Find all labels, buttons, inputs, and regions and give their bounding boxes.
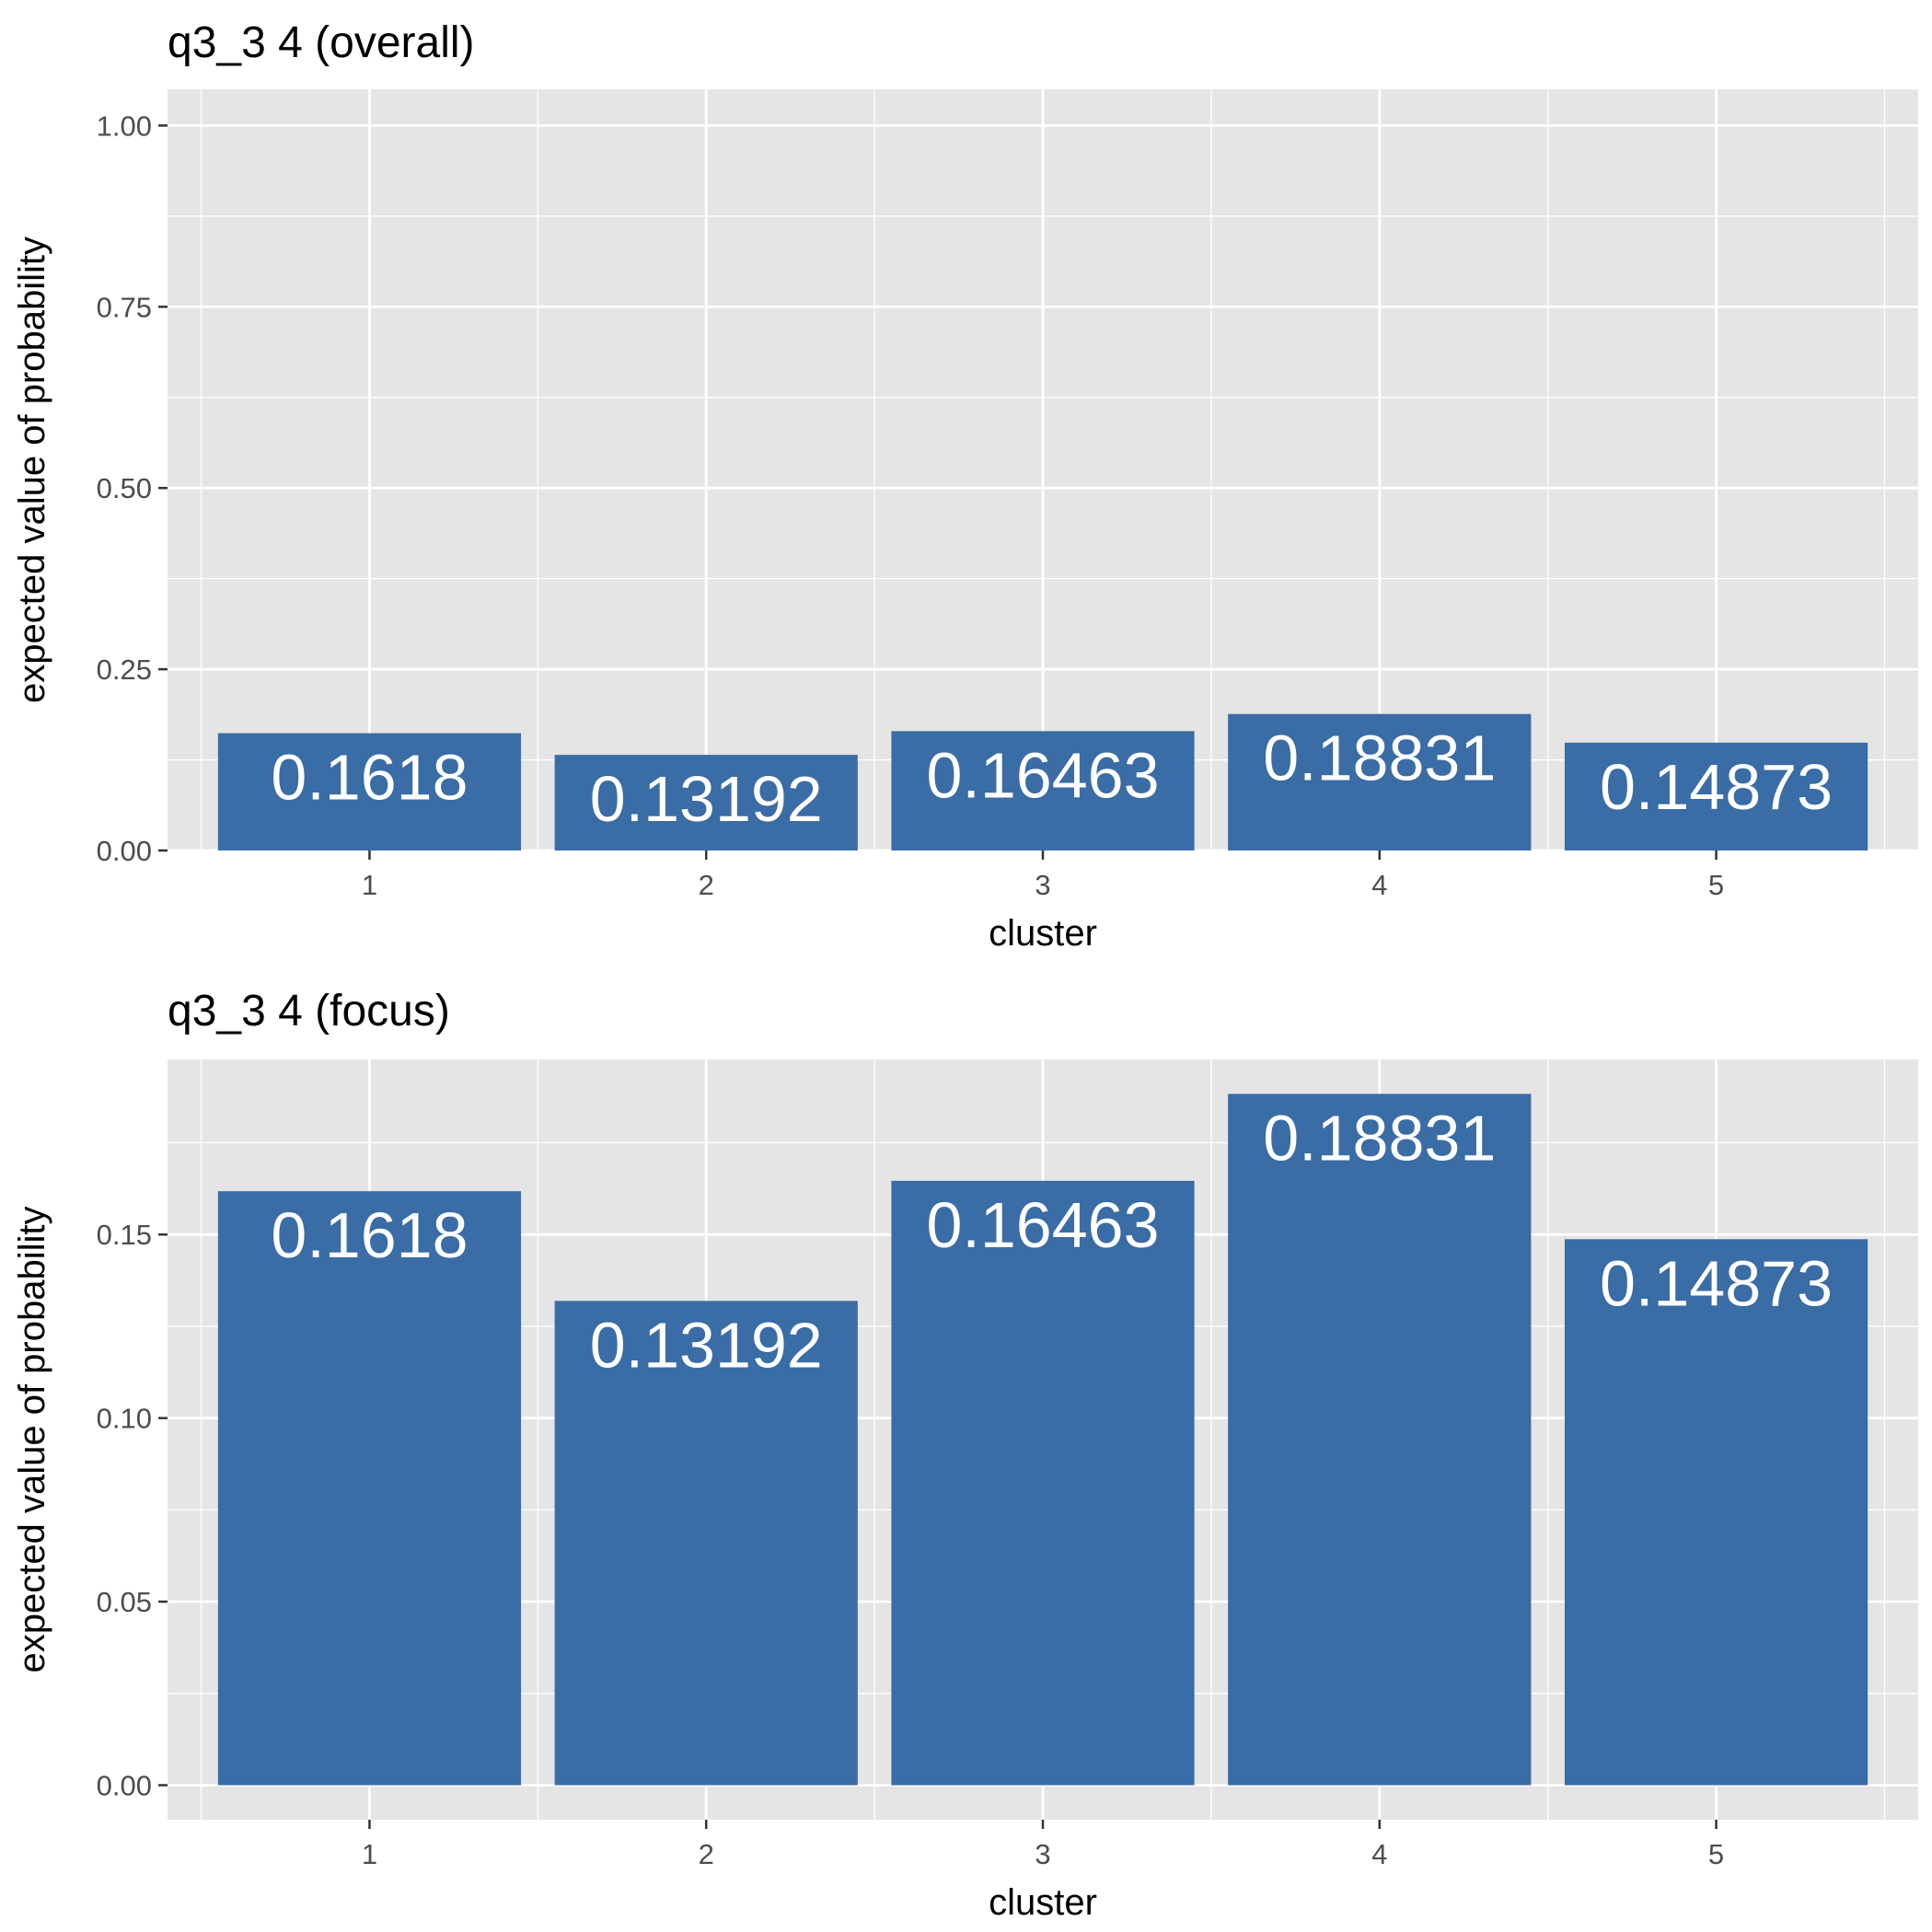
- bar-value-label: 0.14873: [1600, 1247, 1833, 1319]
- chart-overall: 0.1618 0.13192 0.16463 0.18831 0.14873 0.00 0.…: [12, 18, 1918, 954]
- y-tick-label: 0.00: [97, 835, 152, 867]
- y-tick-label: 0.25: [97, 654, 152, 686]
- bar-value-label: 0.18831: [1263, 723, 1496, 794]
- bar: [554, 755, 858, 850]
- x-tick-label: 3: [1035, 1838, 1050, 1870]
- bar-value-label: 0.16463: [926, 1189, 1159, 1261]
- y-axis-title: expected value of probability: [12, 1207, 52, 1673]
- chart-title: q3_3 4 (focus): [168, 987, 450, 1035]
- x-tick-label: 1: [362, 1838, 377, 1870]
- bar: [1564, 1239, 1868, 1786]
- x-tick-label: 4: [1371, 1838, 1387, 1870]
- bar: [1228, 713, 1532, 850]
- y-tick-label: 0.10: [97, 1403, 152, 1435]
- chart-focus: 0.1618 0.13192 0.16463 0.18831 0.14873 0.00 0.…: [12, 987, 1918, 1923]
- bar: [554, 1301, 858, 1786]
- x-tick-label: 4: [1371, 869, 1387, 901]
- y-tick-label: 0.15: [97, 1219, 152, 1251]
- x-axis-title: cluster: [989, 1882, 1097, 1923]
- bar: [217, 733, 522, 850]
- bar-value-label: 0.1618: [271, 1199, 468, 1271]
- bar: [1228, 1093, 1532, 1786]
- x-axis-title: cluster: [989, 913, 1097, 954]
- x-tick-label: 2: [699, 869, 714, 901]
- x-tick-label: 1: [362, 869, 377, 901]
- bar-value-label: 0.13192: [590, 763, 823, 835]
- x-tick-label: 2: [699, 1838, 714, 1870]
- bar: [891, 1180, 1195, 1786]
- x-tick-label: 5: [1708, 869, 1724, 901]
- y-tick-label: 0.50: [97, 472, 152, 504]
- y-tick-label: 1.00: [97, 110, 152, 142]
- y-tick-label: 0.75: [97, 291, 152, 323]
- bar: [891, 731, 1195, 850]
- bar-value-label: 0.1618: [271, 742, 468, 814]
- chart-title: q3_3 4 (overall): [168, 18, 475, 67]
- bar: [1564, 742, 1868, 850]
- x-tick-label: 5: [1708, 1838, 1724, 1870]
- bar-value-label: 0.14873: [1600, 751, 1833, 823]
- y-axis-title: expected value of probability: [12, 237, 52, 703]
- y-tick-label: 0.00: [97, 1770, 152, 1802]
- bar-value-label: 0.18831: [1263, 1102, 1496, 1174]
- bar-value-label: 0.13192: [590, 1309, 823, 1381]
- bar: [217, 1191, 522, 1786]
- y-tick-label: 0.05: [97, 1586, 152, 1618]
- bar-value-label: 0.16463: [926, 739, 1159, 811]
- x-tick-label: 3: [1035, 869, 1050, 901]
